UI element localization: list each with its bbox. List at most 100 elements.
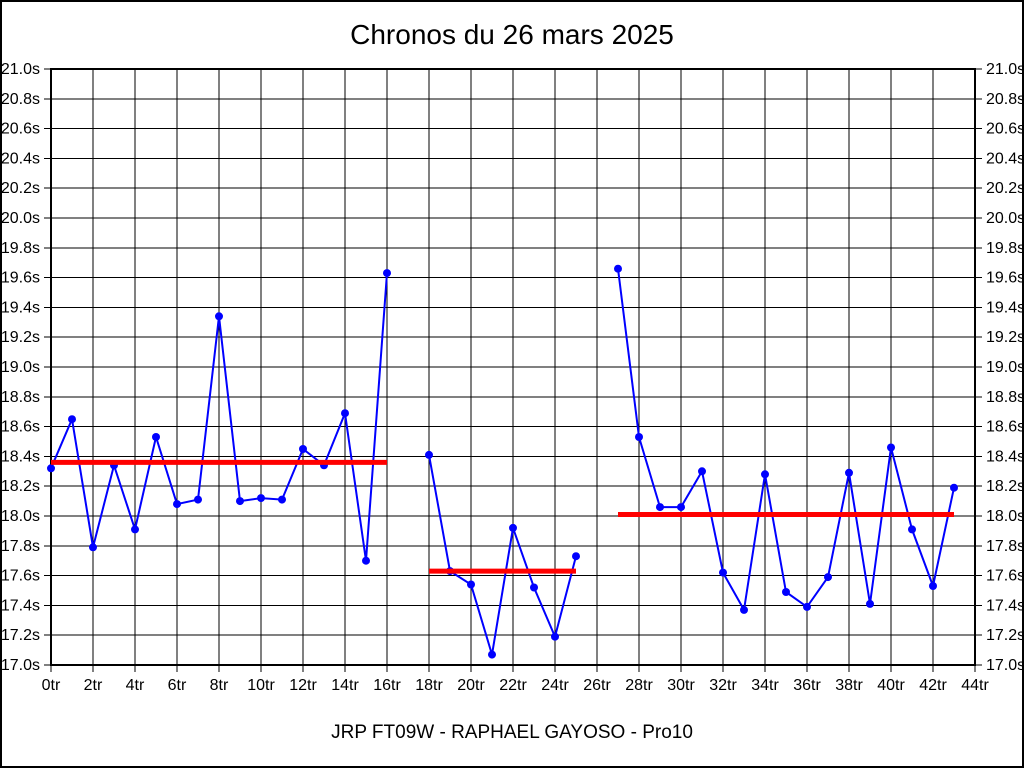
data-point	[824, 573, 832, 582]
data-point	[866, 599, 874, 608]
data-point	[278, 495, 286, 504]
x-tick-label: 44tr	[961, 677, 989, 694]
data-point	[89, 543, 97, 552]
y-tick-label-right: 18.6s	[986, 419, 1024, 436]
data-point	[950, 483, 958, 492]
x-tick-label: 24tr	[541, 677, 569, 694]
y-tick-label-right: 18.0s	[986, 508, 1024, 525]
y-tick-label-right: 20.0s	[986, 210, 1024, 227]
data-point	[929, 582, 937, 590]
y-tick-label-left: 18.6s	[2, 419, 40, 436]
x-tick-label: 16tr	[373, 677, 401, 694]
data-point	[509, 523, 517, 532]
y-tick-label-left: 18.8s	[2, 389, 40, 406]
y-tick-label-left: 20.4s	[2, 150, 40, 167]
x-tick-label: 32tr	[709, 677, 737, 694]
y-tick-label-left: 21.0s	[2, 61, 40, 78]
y-tick-label-right: 20.8s	[986, 91, 1024, 108]
y-tick-label-left: 17.0s	[2, 657, 40, 674]
data-point	[488, 650, 496, 659]
chart-caption: JRP FT09W - RAPHAEL GAYOSO - Pro10	[331, 722, 693, 743]
data-point	[152, 433, 160, 441]
data-point	[68, 415, 76, 424]
y-tick-label-right: 18.8s	[986, 389, 1024, 406]
y-tick-label-left: 20.8s	[2, 91, 40, 108]
x-tick-label: 2tr	[84, 677, 103, 694]
data-point	[698, 467, 706, 476]
y-tick-label-right: 20.6s	[986, 121, 1024, 138]
data-point	[803, 602, 811, 611]
data-point	[782, 588, 790, 596]
y-tick-label-left: 18.2s	[2, 478, 40, 495]
data-point	[845, 468, 853, 477]
y-tick-label-right: 19.4s	[986, 299, 1024, 316]
data-point	[383, 269, 391, 278]
data-point	[341, 409, 349, 418]
data-point	[614, 264, 622, 273]
x-tick-label: 4tr	[126, 677, 145, 694]
data-point	[362, 556, 370, 565]
y-tick-label-left: 17.8s	[2, 538, 40, 555]
y-tick-label-right: 19.6s	[986, 270, 1024, 287]
data-point	[908, 525, 916, 534]
x-tick-label: 12tr	[289, 677, 317, 694]
x-tick-label: 30tr	[667, 677, 695, 694]
grid	[50, 68, 976, 666]
y-tick-label-left: 20.6s	[2, 121, 40, 138]
x-tick-label: 36tr	[793, 677, 821, 694]
data-point	[719, 568, 727, 577]
y-tick-label-left: 18.4s	[2, 448, 40, 465]
data-point	[677, 503, 685, 512]
data-point	[740, 605, 748, 614]
segment-2-line	[428, 454, 577, 655]
chart-title: Chronos du 26 mars 2025	[350, 19, 674, 50]
data-point	[467, 580, 475, 589]
mean-lines	[51, 459, 954, 574]
y-tick-label-left: 19.8s	[2, 240, 40, 257]
data-point	[530, 583, 538, 592]
x-tick-label: 38tr	[835, 677, 863, 694]
data-point	[635, 433, 643, 441]
x-tick-label: 10tr	[247, 677, 275, 694]
data-point	[551, 632, 559, 641]
y-tick-label-left: 19.4s	[2, 299, 40, 316]
x-tick-label: 40tr	[877, 677, 905, 694]
x-tick-label: 6tr	[168, 677, 187, 694]
y-tick-label-left: 19.0s	[2, 359, 40, 376]
data-point	[425, 450, 433, 459]
x-tick-label: 42tr	[919, 677, 947, 694]
y-tick-label-left: 17.4s	[2, 597, 40, 614]
segment-3-line	[617, 268, 955, 613]
data-point	[656, 503, 664, 512]
y-tick-label-right: 18.4s	[986, 448, 1024, 465]
axis-ticks	[44, 68, 982, 672]
y-tick-label-right: 17.2s	[986, 627, 1024, 644]
y-tick-label-left: 19.2s	[2, 329, 40, 346]
data-point	[887, 443, 895, 452]
x-tick-label: 26tr	[583, 677, 611, 694]
y-tick-label-right: 21.0s	[986, 61, 1024, 78]
y-tick-label-left: 18.0s	[2, 508, 40, 525]
y-tick-label-left: 17.2s	[2, 627, 40, 644]
y-tick-label-right: 19.0s	[986, 359, 1024, 376]
y-tick-label-left: 19.6s	[2, 270, 40, 287]
y-tick-label-left: 17.6s	[2, 568, 40, 585]
x-tick-label: 34tr	[751, 677, 779, 694]
y-tick-label-right: 18.2s	[986, 478, 1024, 495]
x-tick-label: 0tr	[42, 677, 61, 694]
data-point	[236, 497, 244, 506]
y-tick-label-right: 17.0s	[986, 657, 1024, 674]
y-tick-label-right: 17.4s	[986, 597, 1024, 614]
axis-tick-labels: 21.0s 21.0s 20.8s 20.8s 20.6s 20.6s 20.4s 20.4s…	[2, 61, 1024, 694]
data-point	[257, 494, 265, 503]
x-tick-label: 14tr	[331, 677, 359, 694]
data-point	[47, 464, 55, 473]
y-tick-label-right: 20.2s	[986, 180, 1024, 197]
data-point	[572, 552, 580, 561]
x-tick-label: 22tr	[499, 677, 527, 694]
y-tick-label-right: 17.6s	[986, 568, 1024, 585]
y-tick-label-left: 20.0s	[2, 210, 40, 227]
y-tick-label-right: 20.4s	[986, 150, 1024, 167]
